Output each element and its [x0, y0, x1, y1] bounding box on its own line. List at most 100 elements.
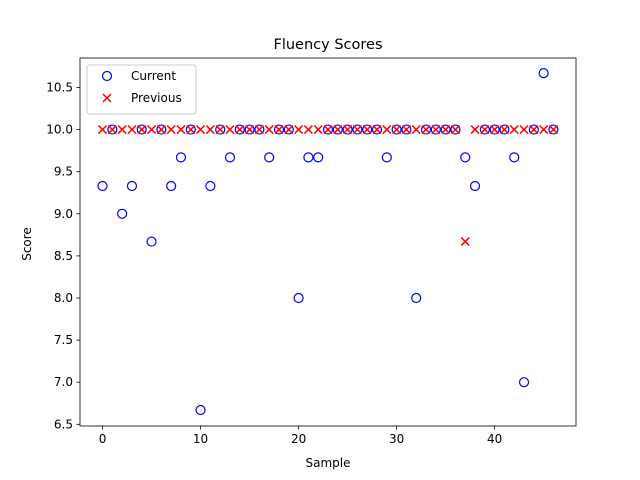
previous-point [137, 125, 147, 135]
y-axis-label: Score [20, 227, 34, 261]
legend-box [86, 64, 197, 115]
current-point [391, 124, 402, 135]
previous-point [333, 125, 343, 135]
x-tick-label: 30 [389, 432, 404, 446]
current-point [381, 152, 392, 163]
previous-point [274, 125, 284, 135]
current-point [332, 124, 343, 135]
y-tick-label: 9.0 [54, 207, 73, 221]
previous-point [490, 125, 500, 135]
current-point [146, 236, 157, 247]
current-point [342, 124, 353, 135]
previous-point [382, 125, 392, 135]
y-tick-label: 9.5 [54, 165, 73, 179]
previous-point [147, 125, 157, 135]
previous-point [421, 125, 431, 135]
y-tick-label: 10.5 [46, 80, 73, 94]
chart-title: Fluency Scores [274, 37, 383, 53]
previous-point [480, 125, 490, 135]
current-point [401, 124, 412, 135]
previous-point [117, 125, 127, 135]
current-point [322, 124, 334, 135]
previous-point [98, 125, 108, 135]
current-point [175, 152, 187, 163]
previous-point [343, 125, 353, 135]
previous-point [499, 125, 509, 135]
plot-background [80, 58, 576, 426]
current-point [362, 124, 373, 135]
current-point [195, 404, 206, 416]
previous-point [401, 125, 411, 135]
previous-point [352, 125, 362, 135]
previous-point [431, 125, 441, 135]
previous-point [450, 125, 460, 135]
current-point [420, 124, 432, 135]
current-point [538, 68, 549, 79]
previous-point [470, 125, 480, 135]
current-point [489, 124, 500, 135]
current-point [156, 124, 167, 135]
current-point [411, 292, 422, 304]
x-tick-label: 40 [487, 432, 502, 446]
current-point [528, 124, 539, 135]
previous-point [509, 125, 519, 135]
previous-point [264, 125, 274, 135]
current-point [313, 152, 324, 163]
x-tick-label: 10 [193, 432, 208, 446]
x-tick-label: 20 [291, 432, 306, 446]
legend: Current Previous [86, 64, 197, 115]
previous-point [215, 125, 225, 135]
current-point [293, 292, 304, 304]
current-point [126, 180, 138, 192]
plot-frame [79, 57, 577, 427]
previous-point [254, 125, 264, 135]
y-tick-label: 6.5 [54, 417, 73, 431]
previous-point [107, 125, 117, 135]
previous-point [303, 125, 313, 135]
previous-point [323, 125, 333, 135]
current-point [518, 377, 530, 388]
previous-point [127, 125, 137, 135]
x-tick-label: 0 [99, 432, 107, 446]
current-point [136, 124, 147, 135]
y-tick-label: 10.0 [46, 123, 73, 137]
previous-point [205, 125, 215, 135]
current-point [97, 180, 108, 192]
current-point [460, 152, 471, 163]
current-point [205, 180, 216, 192]
legend-current-marker [101, 70, 113, 82]
plot-area: 0 10 20 30 40 6.5 7.0 7.5 8.0 8.5 9.0 9.5 10.0 10.5 [46, 57, 577, 446]
current-point [509, 152, 520, 163]
previous-point [235, 125, 245, 135]
previous-point [176, 125, 186, 135]
legend-previous-label: Previous [131, 91, 182, 105]
legend-previous-marker [102, 93, 112, 103]
current-point [430, 124, 441, 135]
previous-point [548, 125, 558, 135]
previous-point [529, 125, 539, 135]
current-point [264, 152, 275, 163]
previous-point [411, 125, 421, 135]
previous-point [539, 125, 549, 135]
current-point [234, 124, 245, 135]
previous-point [284, 125, 294, 135]
current-point [224, 152, 236, 163]
current-point [499, 124, 510, 135]
current-point [450, 124, 461, 135]
previous-point [460, 237, 470, 247]
y-tick-label: 8.0 [54, 291, 73, 305]
previous-point [372, 125, 382, 135]
previous-point [294, 125, 304, 135]
y-tick-label: 7.5 [54, 333, 73, 347]
previous-point [362, 125, 372, 135]
y-tick-label: 7.0 [54, 375, 73, 389]
current-point [352, 124, 363, 135]
current-point [254, 124, 265, 135]
current-point [283, 124, 294, 135]
x-axis-label: Sample [306, 456, 351, 470]
current-point [469, 180, 481, 192]
current-point [166, 180, 177, 192]
previous-point [519, 125, 529, 135]
current-point [440, 124, 451, 135]
